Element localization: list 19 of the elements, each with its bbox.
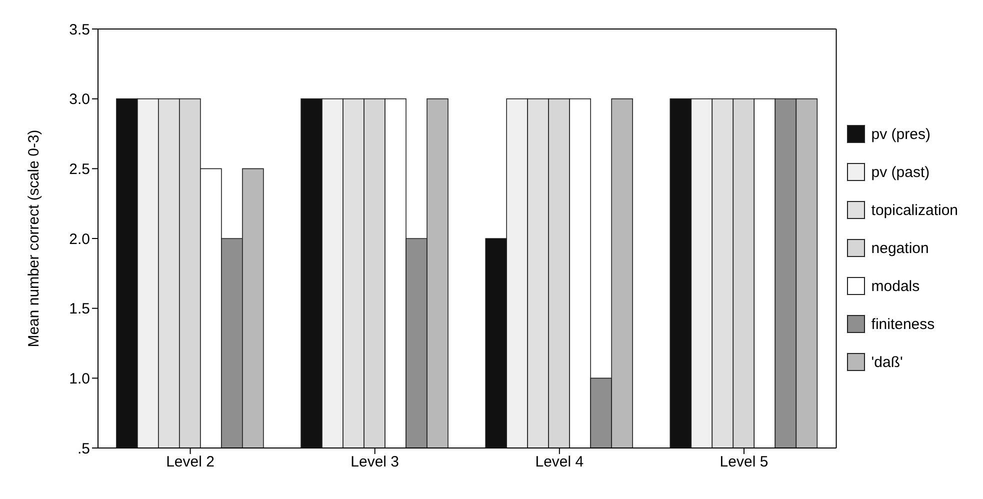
legend-label: negation [871, 240, 929, 256]
legend-label: modals [871, 278, 920, 294]
y-tick-label: 2.0 [69, 230, 90, 248]
y-tick-label: 1.5 [69, 300, 90, 318]
legend-label: pv (past) [871, 164, 930, 180]
x-tick-label: Level 4 [535, 454, 584, 471]
y-tick-label: 2.5 [69, 160, 90, 178]
y-axis-title: Mean number correct (scale 0-3) [25, 130, 42, 348]
legend-label: pv (pres) [871, 126, 930, 142]
y-tick-label: 3.5 [69, 21, 90, 38]
legend-label: topicalization [871, 202, 958, 218]
legend-label: finiteness [871, 316, 935, 332]
x-tick-label: Level 2 [166, 454, 214, 471]
y-tick-label: 1.0 [69, 370, 90, 388]
y-tick-label: .5 [77, 440, 90, 458]
x-tick-label: Level 3 [350, 454, 400, 471]
y-tick-label: 3.0 [69, 91, 90, 108]
x-tick-label: Level 5 [720, 454, 768, 471]
legend-label: 'daß' [871, 354, 903, 370]
